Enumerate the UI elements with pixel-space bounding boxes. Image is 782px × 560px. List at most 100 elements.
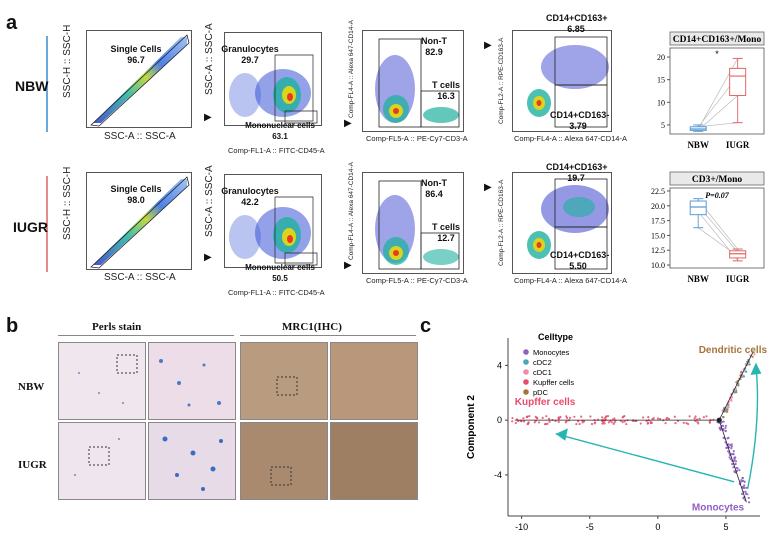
point-kupffer (610, 421, 613, 424)
point-monocyte (722, 424, 725, 427)
point-monocyte (744, 492, 748, 496)
flow-plot-cd3-nbw (362, 30, 464, 132)
cd45-gran-label-iugr: Granulocytes 42.2 (221, 186, 279, 207)
cd163-pos-label-iugr: CD14+CD163+ 19.7 (546, 162, 608, 183)
y-tick-label: 15 (657, 76, 665, 85)
point-kupffer (688, 415, 691, 418)
point-kupffer (625, 422, 628, 426)
point-monocyte (728, 456, 731, 459)
point-kupffer (573, 415, 576, 418)
point-kupffer (601, 416, 604, 419)
mrc1-header: MRC1(IHC) (282, 321, 342, 333)
point-kupffer (590, 422, 594, 426)
cd3-ylabel-nbw: Comp-FL4-A :: Alexa 647-CD14-A (348, 20, 355, 118)
point-monocyte (747, 501, 751, 504)
point-kupffer (613, 417, 616, 420)
point-kupffer (705, 415, 708, 418)
point-kupffer (682, 421, 685, 424)
point-dendritic (722, 415, 725, 419)
trend-arrowhead (555, 428, 568, 441)
x-tick-label: 5 (723, 522, 728, 532)
point-kupffer (522, 420, 526, 423)
point-monocyte (735, 466, 738, 469)
point-monocyte (741, 480, 744, 483)
point-kupffer (623, 420, 626, 423)
point-kupffer (623, 415, 626, 418)
trend-arrow-dendritic (747, 365, 759, 489)
point-kupffer (548, 420, 551, 423)
cd163-ylabel-nbw: Comp-FL2-A :: RPE-CD163-A (498, 37, 505, 124)
point-kupffer (673, 415, 676, 418)
cd163-neg-label-nbw: CD14+CD163- 3.79 (550, 110, 610, 131)
point-kupffer (603, 422, 606, 425)
singlecells-ylabel-nbw: SSC-H :: SSC-H (62, 24, 73, 98)
cd163-ylabel-iugr: Comp-FL2-A :: RPE-CD163-A (498, 179, 505, 266)
point-kupffer (577, 420, 580, 423)
point-monocyte (733, 456, 736, 460)
point-kupffer (693, 417, 696, 420)
paired-line (698, 122, 738, 128)
cd45-ylabel-nbw: SSC-A :: SSC-A (204, 23, 215, 95)
mrc1-nbw-low (240, 342, 328, 420)
point-dendritic (730, 399, 733, 402)
boxplot-title: CD3+/Mono (692, 175, 743, 185)
cd3-xlabel-iugr: Comp-FL5-A :: PE-Cy7-CD3-A (366, 276, 468, 285)
point-dendritic (744, 362, 747, 366)
arrow-cd163-iugr: ▶ (484, 182, 492, 193)
point-kupffer (541, 416, 544, 420)
cd45-xlabel-nbw: Comp-FL1-A :: FITC-CD45-A (228, 146, 325, 155)
nbw-side-bar (46, 36, 48, 132)
flow-plot-singlecells-nbw (86, 30, 192, 128)
legend-swatch (523, 349, 529, 355)
point-monocyte (730, 447, 733, 450)
cd163-neg-label-iugr: CD14+CD163- 5.50 (550, 250, 610, 271)
point-dendritic (735, 381, 738, 384)
y-tick-label: 10.0 (651, 261, 665, 270)
point-kupffer (545, 415, 548, 418)
point-kupffer (656, 417, 660, 420)
iugr-side-bar (46, 176, 48, 272)
point-monocyte (743, 484, 746, 487)
point-kupffer (594, 421, 597, 424)
boxplot-title-bar (669, 31, 765, 46)
point-kupffer (533, 421, 536, 424)
point-monocyte (743, 480, 746, 483)
legend-swatch (523, 379, 529, 385)
point-kupffer (612, 422, 615, 425)
singlecells-gate-label-iugr: Single Cells 98.0 (110, 184, 162, 205)
branch-point (716, 417, 722, 423)
legend-label: Kupffer cells (533, 378, 574, 387)
singlecells-ylabel-iugr: SSC-H :: SSC-H (62, 166, 73, 240)
point-monocyte (731, 463, 734, 466)
point-kupffer (565, 420, 568, 423)
point-kupffer (528, 415, 531, 418)
significance-marker: * (715, 49, 719, 59)
x-category-label: IUGR (726, 274, 750, 284)
boxplot-frame (669, 187, 765, 269)
flow-plot-cd45-nbw (224, 32, 322, 126)
boxplot-title-bar (669, 171, 765, 186)
cd45-xlabel-iugr: Comp-FL1-A :: FITC-CD45-A (228, 288, 325, 297)
point-kupffer (674, 422, 677, 425)
point-kupffer (547, 417, 551, 420)
point-monocyte (726, 437, 729, 440)
point-dendritic (737, 384, 740, 387)
point-monocyte (741, 476, 744, 480)
point-kupffer (527, 421, 530, 424)
arrow-cd3-iugr: ▶ (344, 260, 352, 271)
boxplot-title: CD14+CD163+/Mono (673, 35, 762, 45)
cd3-nont-label-nbw: Non-T 82.9 (421, 36, 447, 57)
row-label-nbw: NBW (15, 78, 49, 94)
point-dendritic (751, 355, 754, 358)
cd163-xlabel-nbw: Comp-FL4-A :: Alexa 647-CD14-A (514, 134, 627, 143)
flow-plot-cd45-iugr (224, 174, 322, 268)
point-kupffer (568, 416, 572, 419)
singlecells-xlabel-iugr: SSC-A :: SSC-A (104, 272, 176, 283)
point-monocyte (724, 429, 727, 433)
trend-arrowhead (750, 362, 762, 375)
cd45-mono-label-iugr: Mononuclear cells 50.5 (245, 263, 315, 283)
flow-plot-cd163-iugr (512, 172, 612, 274)
point-kupffer (664, 422, 667, 425)
y-tick-label: -4 (494, 470, 502, 480)
point-kupffer (537, 421, 541, 424)
